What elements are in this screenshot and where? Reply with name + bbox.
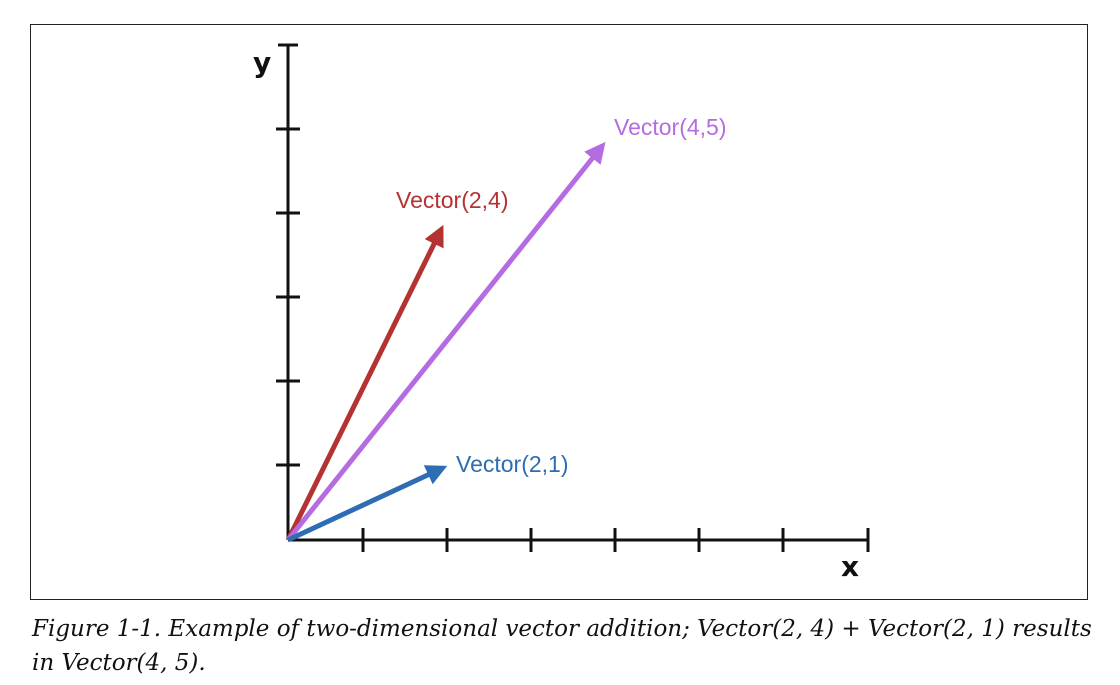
vector-4-5-arrow: [286, 141, 606, 542]
figure-frame: [30, 24, 1088, 600]
vector-2-1-label: Vector(2,1): [456, 451, 569, 477]
vector-2-4-arrow: [285, 224, 444, 542]
y-axis-label: y: [253, 46, 271, 79]
vector-4-5-label: Vector(4,5): [614, 114, 727, 140]
vector-2-1-arrow: [286, 465, 448, 543]
figure-caption: Figure 1-1. Example of two-dimensional v…: [32, 616, 1092, 676]
vector-2-4-label: Vector(2,4): [396, 187, 509, 213]
x-axis-label: x: [841, 550, 859, 583]
